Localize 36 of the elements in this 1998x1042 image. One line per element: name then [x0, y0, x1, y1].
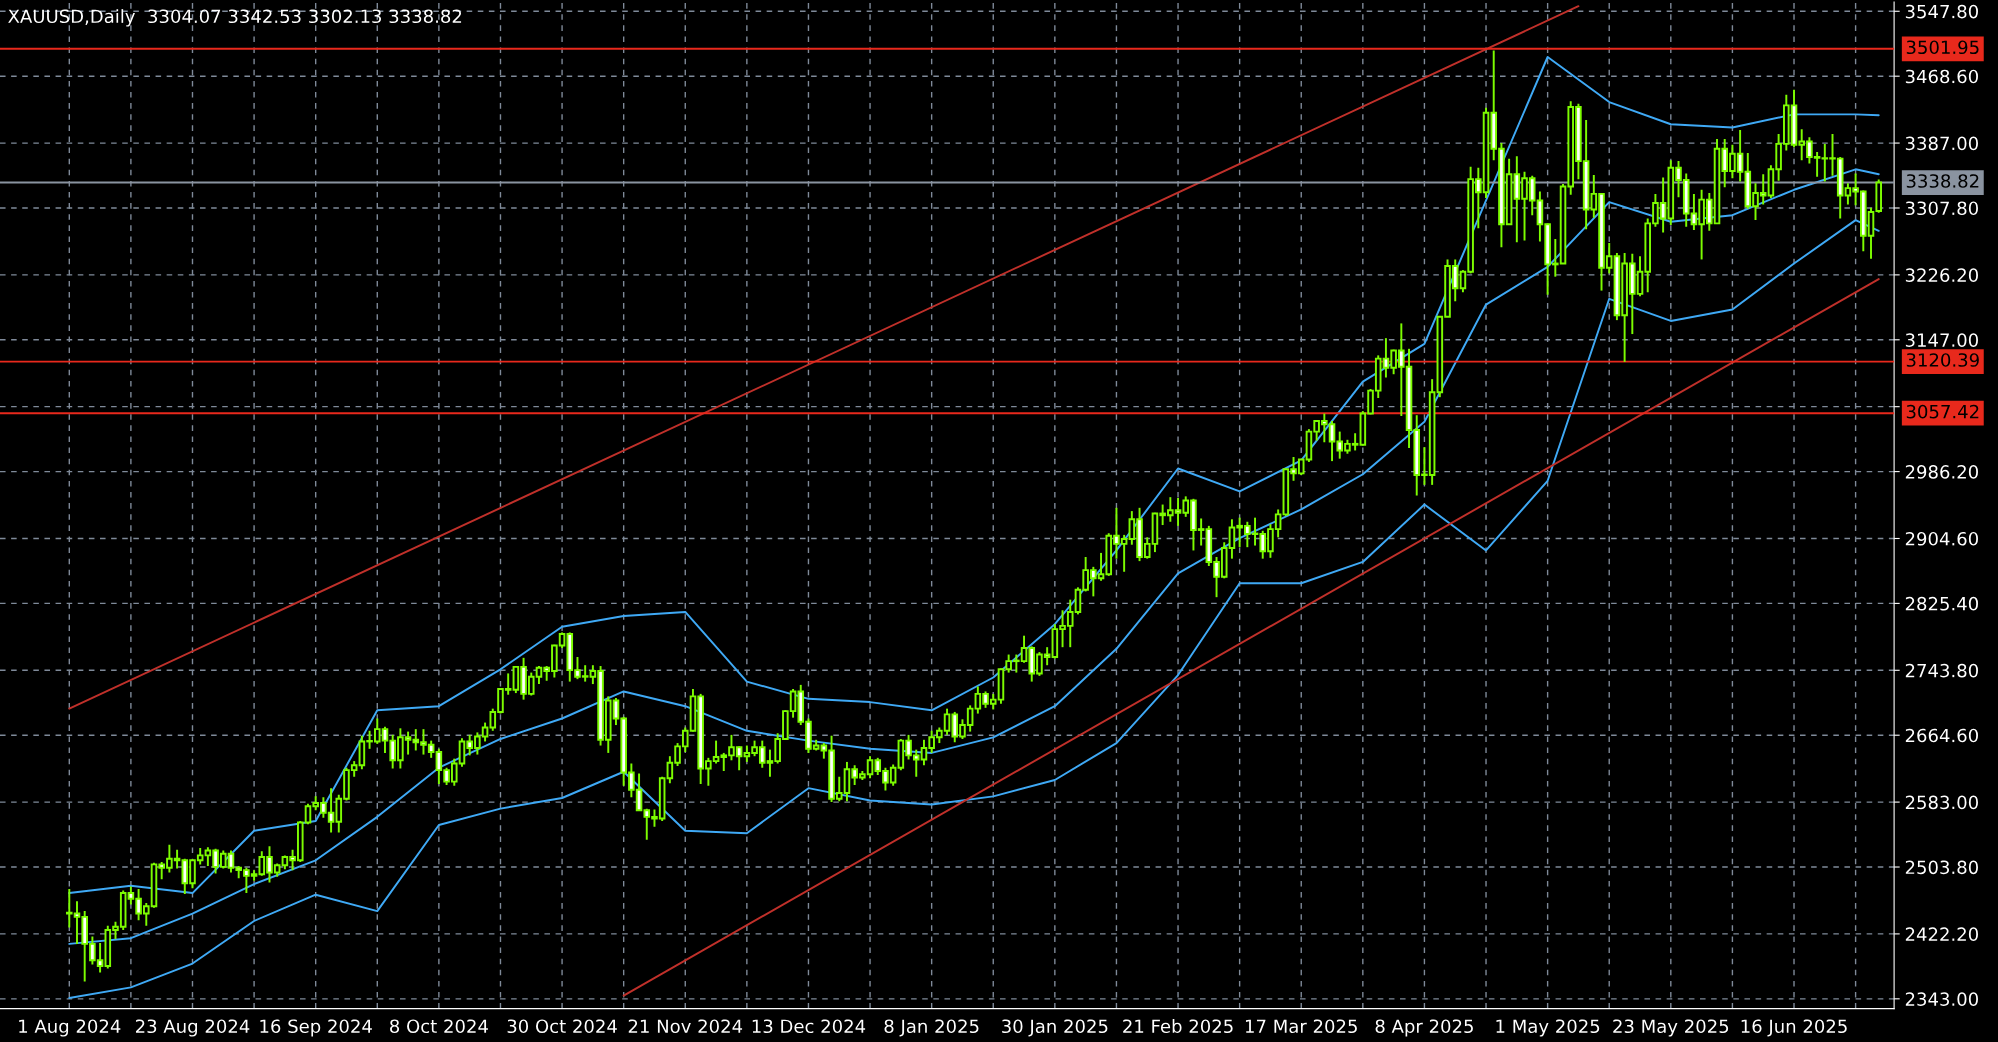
- x-tick-label: 8 Oct 2024: [390, 1019, 488, 1034]
- x-tick-label: 16 Sep 2024: [260, 1019, 372, 1037]
- y-tick-label: 3547.80: [1905, 4, 1978, 19]
- ref-line-label: 3338.82: [1906, 174, 1979, 188]
- y-tick-label: 3468.60: [1905, 69, 1978, 84]
- x-tick-label: 30 Oct 2024: [507, 1019, 617, 1034]
- y-tick-label: 3226.20: [1905, 268, 1978, 282]
- y-tick-label: 2986.20: [1905, 465, 1978, 479]
- x-tick-label: 16 Jun 2025: [1741, 1019, 1847, 1037]
- chart-title: XAUUSD,Daily 3304.07 3342.53 3302.13 3338.82: [8, 9, 462, 27]
- y-tick-label: 3307.80: [1905, 201, 1978, 216]
- y-tick-label: 2343.00: [1905, 992, 1978, 1006]
- y-tick-label: 3387.00: [1905, 136, 1978, 151]
- x-tick-label: 23 Aug 2024: [135, 1019, 250, 1037]
- x-tick-label: 13 Dec 2024: [752, 1019, 866, 1034]
- y-tick-label: 3147.00: [1905, 333, 1978, 347]
- x-tick-label: 8 Apr 2025: [1375, 1019, 1473, 1037]
- x-tick-label: 21 Nov 2024: [628, 1019, 743, 1034]
- y-tick-label: 2825.40: [1905, 596, 1978, 611]
- x-tick-label: 30 Jan 2025: [1002, 1019, 1108, 1037]
- x-tick-label: 17 Mar 2025: [1245, 1019, 1357, 1034]
- y-tick-label: 2743.80: [1905, 663, 1978, 678]
- y-tick-label: 2422.20: [1905, 927, 1978, 942]
- y-tick-label: 2904.60: [1905, 531, 1978, 546]
- line-series: [68, 56, 1880, 895]
- ref-line-label: 3501.95: [1906, 40, 1979, 55]
- y-tick-label: 2503.80: [1905, 860, 1978, 875]
- y-tick-label: 2583.00: [1905, 795, 1978, 810]
- x-tick-label: 21 Feb 2025: [1123, 1019, 1233, 1034]
- x-tick-label: 8 Jan 2025: [884, 1019, 979, 1037]
- ref-line-label: 3120.39: [1906, 353, 1979, 367]
- y-tick-label: 2664.60: [1905, 728, 1978, 743]
- x-tick-label: 1 Aug 2024: [19, 1019, 121, 1037]
- ref-line-label: 3057.42: [1906, 404, 1979, 419]
- x-tick-label: 1 May 2025: [1496, 1019, 1600, 1037]
- x-tick-label: 23 May 2025: [1613, 1019, 1729, 1037]
